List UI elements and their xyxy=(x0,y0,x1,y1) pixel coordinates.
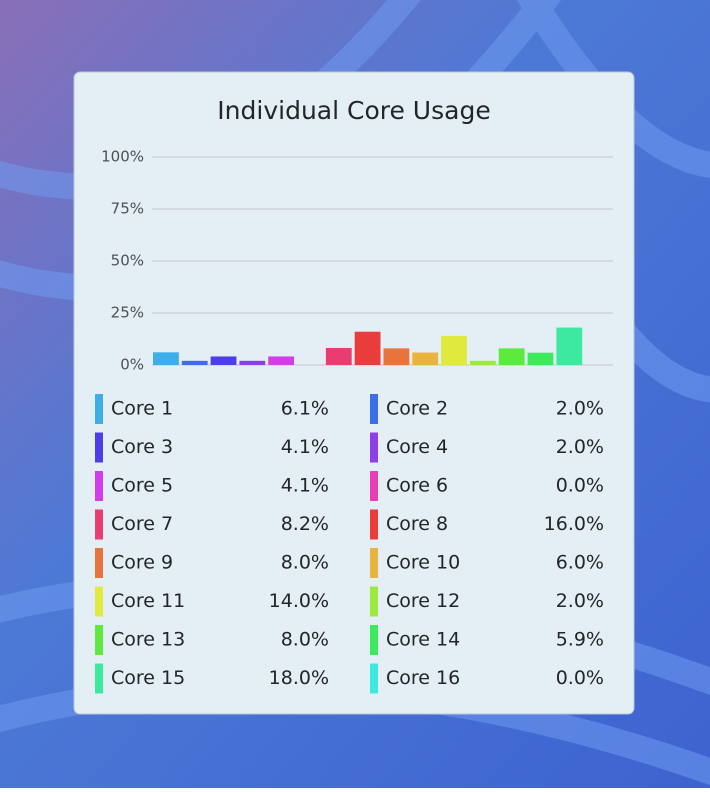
legend-value: 4.1% xyxy=(281,475,329,497)
bar xyxy=(354,331,381,365)
legend-value: 0.0% xyxy=(556,475,604,497)
legend-value: 18.0% xyxy=(269,667,329,689)
legend-swatch xyxy=(95,394,103,424)
bar xyxy=(325,347,352,365)
bar xyxy=(498,348,525,365)
bar xyxy=(383,348,410,365)
legend-value: 8.0% xyxy=(281,552,329,574)
legend-value: 4.1% xyxy=(281,436,329,458)
y-tick-label: 100% xyxy=(101,148,144,166)
bar xyxy=(412,352,439,365)
legend-swatch xyxy=(370,471,378,501)
legend-swatch xyxy=(370,663,378,694)
legend-swatch xyxy=(95,663,103,694)
legend-swatch xyxy=(95,586,103,617)
legend-swatch xyxy=(370,548,378,578)
bar xyxy=(239,360,266,365)
widget-card xyxy=(73,71,635,715)
legend-value: 0.0% xyxy=(556,667,604,689)
legend-label: Core 11 xyxy=(111,590,185,612)
y-tick-label: 25% xyxy=(111,304,144,322)
bar xyxy=(469,360,496,365)
legend-label: Core 2 xyxy=(386,398,448,420)
y-tick-label: 75% xyxy=(111,200,144,218)
bar xyxy=(556,327,583,365)
legend-label: Core 4 xyxy=(386,436,448,458)
legend-label: Core 16 xyxy=(386,667,460,689)
legend-swatch xyxy=(95,625,103,655)
legend-label: Core 8 xyxy=(386,513,448,535)
chart-title: Individual Core Usage xyxy=(217,96,490,125)
legend-swatch xyxy=(95,509,103,540)
legend-value: 14.0% xyxy=(269,590,329,612)
bar xyxy=(210,356,237,365)
legend-value: 6.0% xyxy=(556,552,604,574)
legend-swatch xyxy=(95,432,103,463)
legend-swatch xyxy=(370,509,378,540)
bar xyxy=(441,335,467,365)
legend-value: 5.9% xyxy=(556,629,604,651)
legend-label: Core 1 xyxy=(111,398,173,420)
legend-label: Core 7 xyxy=(111,513,173,535)
legend-label: Core 13 xyxy=(111,629,185,651)
legend-swatch xyxy=(370,586,378,617)
legend-value: 8.0% xyxy=(281,629,329,651)
legend-value: 2.0% xyxy=(556,590,604,612)
legend-value: 2.0% xyxy=(556,398,604,420)
legend-swatch xyxy=(95,471,103,501)
legend-swatch xyxy=(370,625,378,655)
y-tick-label: 0% xyxy=(120,356,144,374)
legend-label: Core 10 xyxy=(386,552,460,574)
legend-label: Core 9 xyxy=(111,552,173,574)
legend-swatch xyxy=(95,548,103,578)
bar xyxy=(153,352,179,365)
legend-label: Core 15 xyxy=(111,667,185,689)
legend-value: 8.2% xyxy=(281,513,329,535)
bar xyxy=(268,356,295,365)
bar xyxy=(527,352,554,365)
bar xyxy=(181,360,208,365)
legend-label: Core 12 xyxy=(386,590,460,612)
legend-value: 2.0% xyxy=(556,436,604,458)
y-tick-label: 50% xyxy=(111,252,144,270)
legend-swatch xyxy=(370,394,378,424)
legend-label: Core 3 xyxy=(111,436,173,458)
legend-label: Core 5 xyxy=(111,475,173,497)
legend-swatch xyxy=(370,432,378,463)
legend-label: Core 6 xyxy=(386,475,448,497)
legend-value: 6.1% xyxy=(281,398,329,420)
legend-value: 16.0% xyxy=(544,513,604,535)
legend-label: Core 14 xyxy=(386,629,460,651)
